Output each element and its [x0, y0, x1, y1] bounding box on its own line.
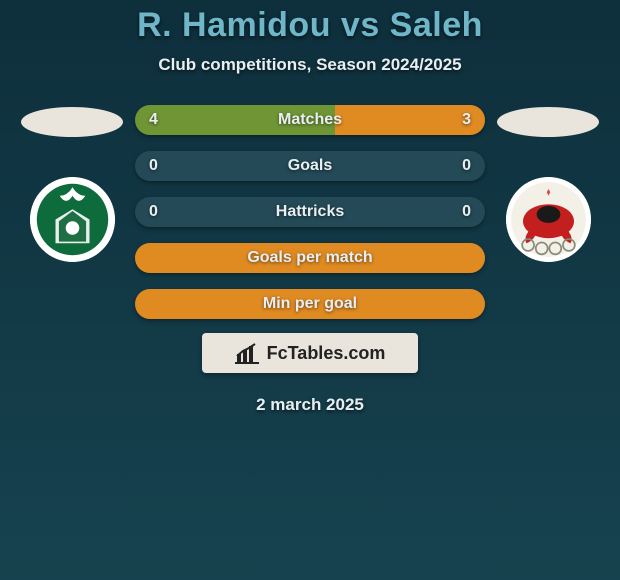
player-left-col [17, 105, 127, 262]
stat-value-left: 0 [149, 157, 158, 175]
stat-bar: 0 0 Goals [135, 151, 485, 181]
stat-value-left: 0 [149, 203, 158, 221]
branding-box: FcTables.com [202, 333, 418, 373]
stat-label: Min per goal [263, 295, 357, 313]
club-badge-left-icon [30, 177, 115, 262]
player-right-col [493, 105, 603, 262]
stat-value-right: 0 [462, 157, 471, 175]
stat-value-right: 3 [462, 111, 471, 129]
page-title: R. Hamidou vs Saleh [137, 6, 483, 45]
stat-bar: Min per goal [135, 289, 485, 319]
stat-bar: Goals per match [135, 243, 485, 273]
stat-label: Matches [278, 111, 342, 129]
page-root: R. Hamidou vs Saleh Club competitions, S… [0, 0, 620, 580]
stats-bars: 4 3 Matches 0 0 Goals 0 0 Hattricks Goals per mat… [135, 105, 485, 319]
player-right-avatar-placeholder [497, 107, 599, 137]
comparison-row: 4 3 Matches 0 0 Goals 0 0 Hattricks Goals per mat… [0, 105, 620, 319]
stat-value-left: 4 [149, 111, 158, 129]
player-right-club-badge [506, 177, 591, 262]
player-left-club-badge [30, 177, 115, 262]
stat-bar: 4 3 Matches [135, 105, 485, 135]
bar-chart-icon [235, 342, 261, 364]
stat-label: Goals per match [247, 249, 372, 267]
page-subtitle: Club competitions, Season 2024/2025 [158, 55, 461, 75]
stat-bar: 0 0 Hattricks [135, 197, 485, 227]
stat-label: Hattricks [276, 203, 344, 221]
stat-value-right: 0 [462, 203, 471, 221]
branding-text: FcTables.com [267, 343, 386, 364]
club-badge-right-icon [506, 177, 591, 262]
player-left-avatar-placeholder [21, 107, 123, 137]
footer-date: 2 march 2025 [256, 395, 364, 415]
stat-label: Goals [288, 157, 332, 175]
